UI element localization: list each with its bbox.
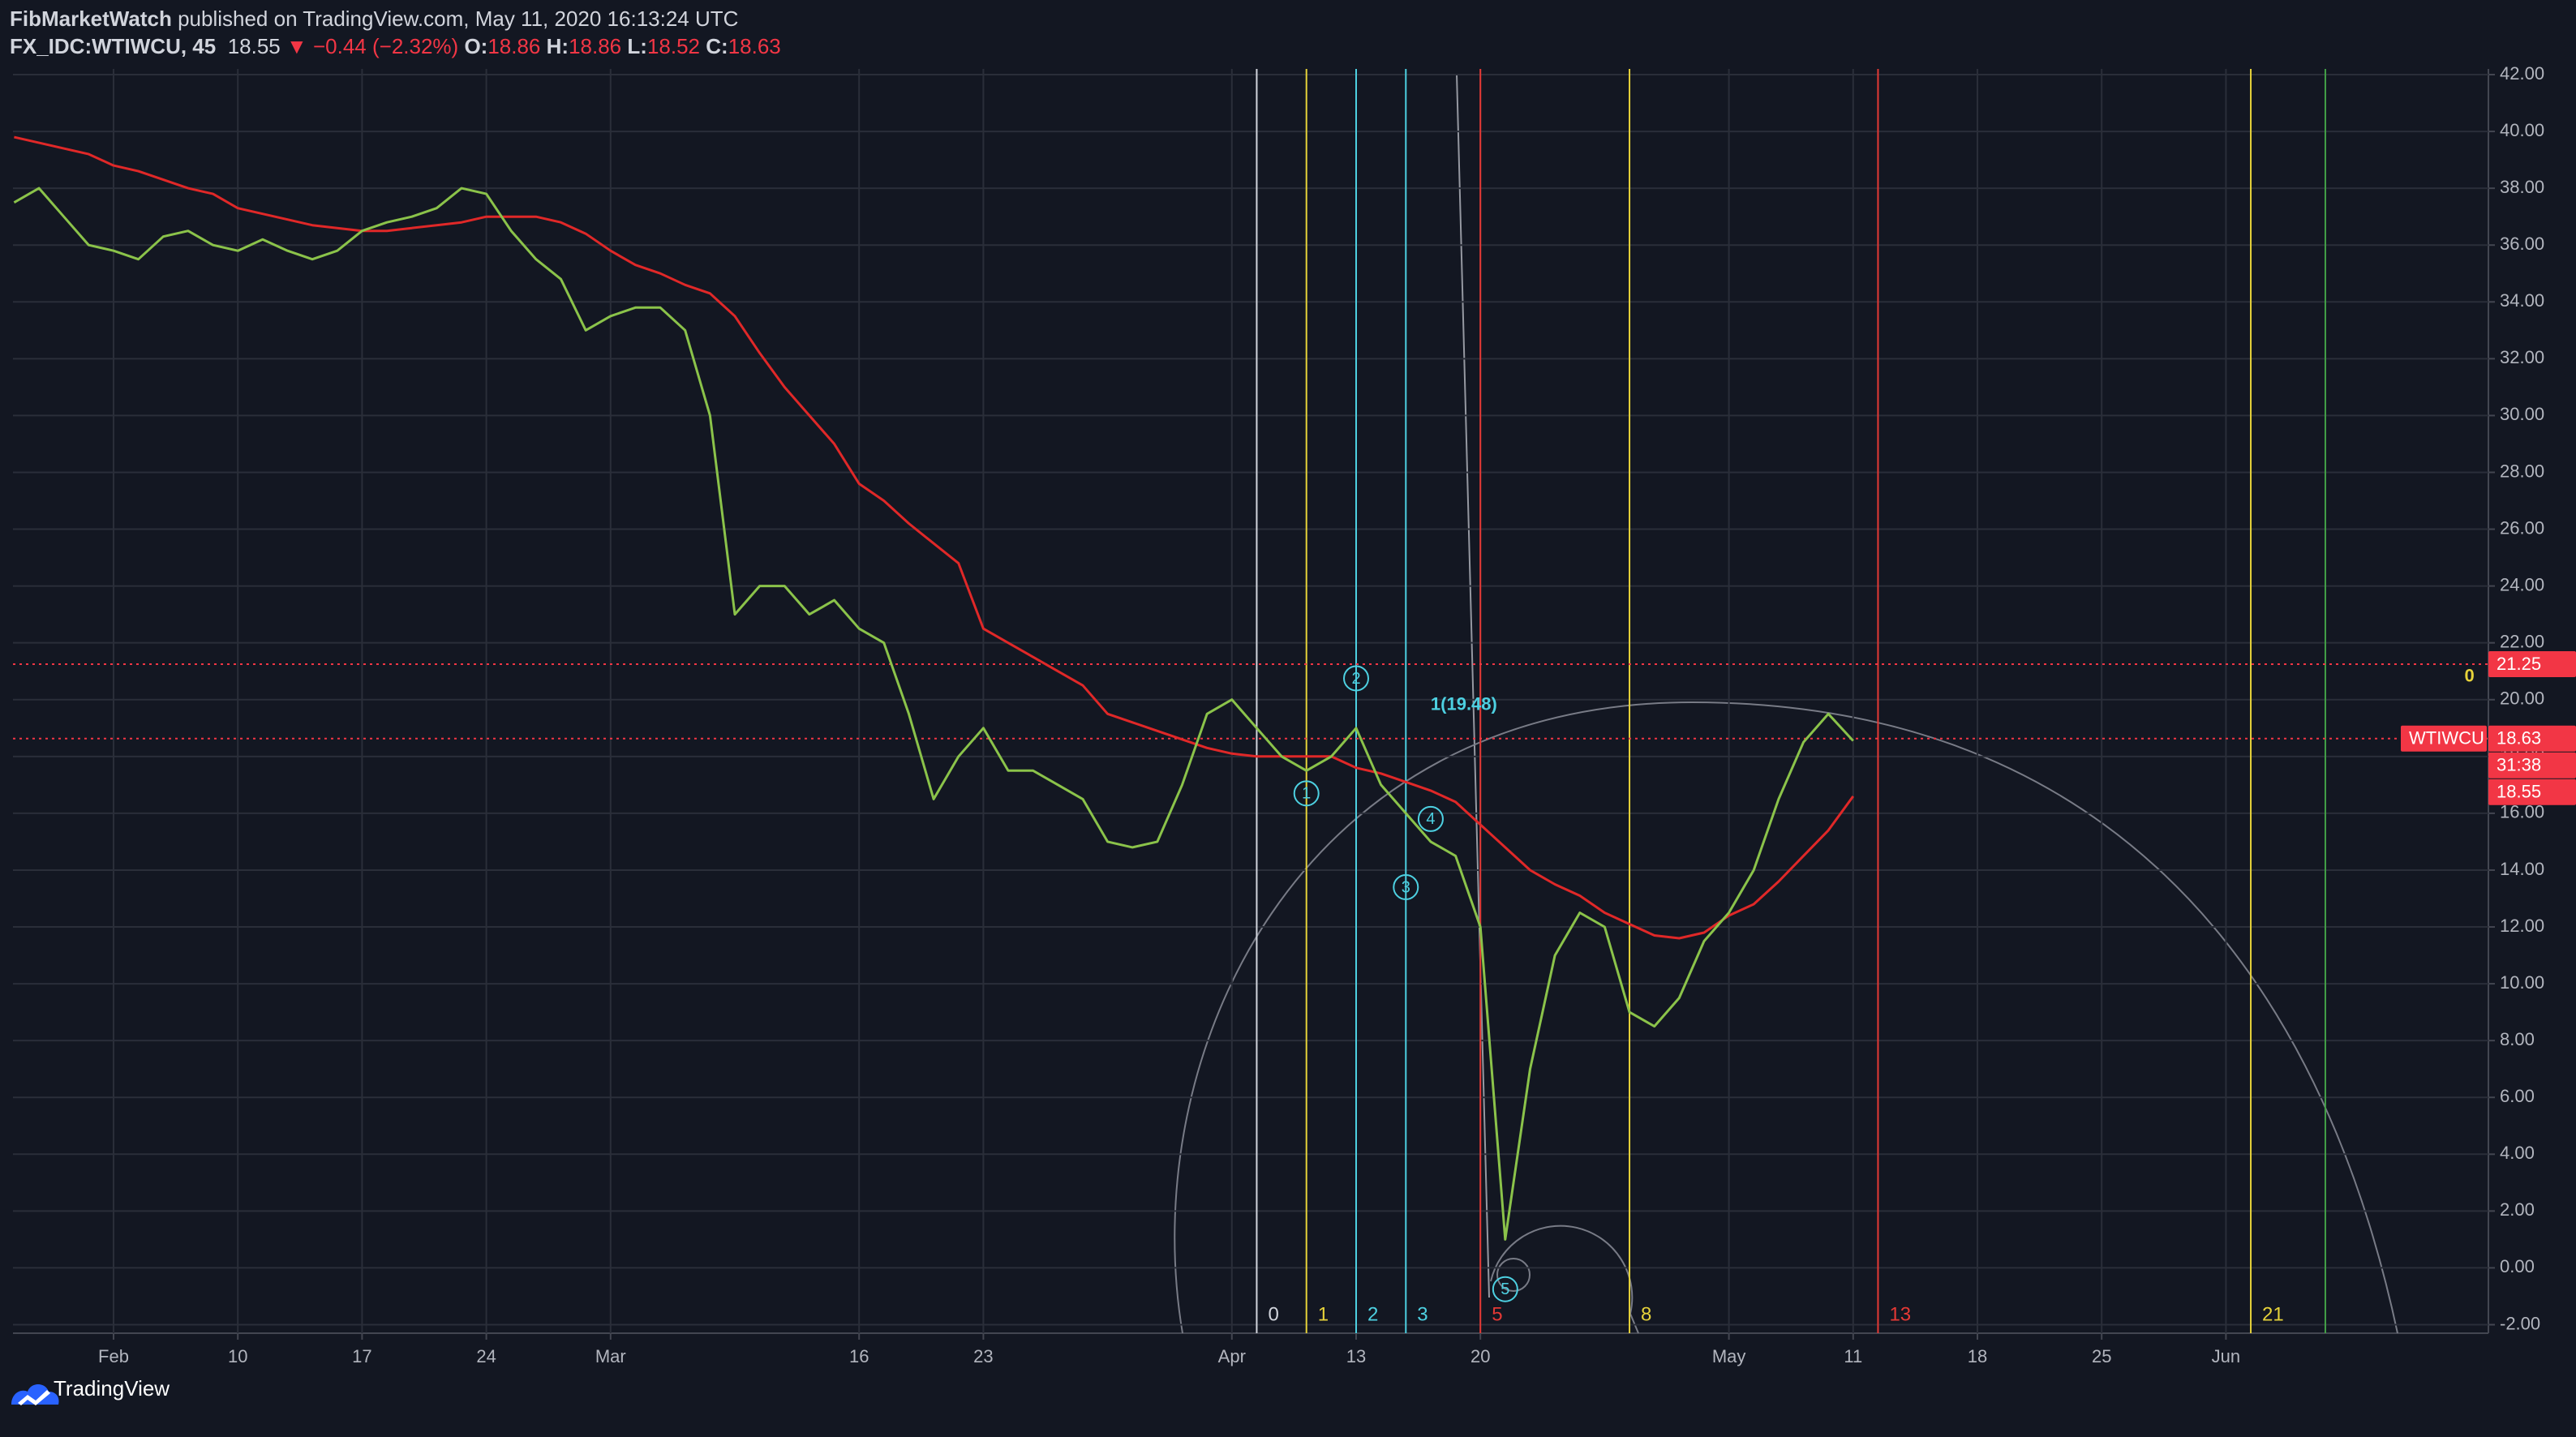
- y-tick-label: 6.00: [2500, 1086, 2535, 1106]
- price-tag-box: [2488, 650, 2576, 677]
- y-tick-label: -2.00: [2500, 1313, 2540, 1333]
- y-tick-label: 10.00: [2500, 972, 2544, 993]
- x-tick-label: 23: [973, 1346, 993, 1366]
- wave-marker: [1492, 1276, 1518, 1302]
- price-tag: 21.25: [2497, 654, 2541, 674]
- close-tag: 18.55: [2497, 782, 2541, 802]
- symbol-tag-box: [2401, 725, 2487, 752]
- ohlc-value: 18.52: [646, 34, 701, 58]
- fib-time-label: 3: [1417, 1303, 1428, 1325]
- y-tick-label: 40.00: [2500, 120, 2544, 140]
- ohlc-value: 18.63: [728, 34, 781, 58]
- y-tick-label: 22.00: [2500, 631, 2544, 651]
- wave-label: 3: [1402, 878, 1410, 896]
- wave-marker: [1343, 665, 1369, 692]
- x-tick-label: 17: [352, 1346, 371, 1366]
- trend-line: [1456, 73, 1490, 1298]
- annotation: 1(19.48): [1431, 694, 1497, 714]
- ohlc-label: H:: [546, 34, 569, 58]
- y-tick-label: 16.00: [2500, 802, 2544, 822]
- x-tick-label: 16: [849, 1346, 869, 1366]
- y-tick-label: 30.00: [2500, 404, 2544, 424]
- y-tick-label: 28.00: [2500, 461, 2544, 481]
- down-arrow: ▼: [286, 34, 307, 58]
- logo-line: [18, 1390, 50, 1405]
- wave-label: 2: [1351, 670, 1360, 688]
- series-line: [14, 135, 1855, 940]
- wave-label: 4: [1426, 810, 1435, 828]
- countdown-tag: 31:38: [2497, 755, 2541, 775]
- last-price-tag-box: [2488, 725, 2576, 752]
- y-tick-label: 0.00: [2500, 1256, 2535, 1276]
- fib-time-label: 8: [1641, 1303, 1651, 1325]
- x-tick-label: Apr: [1218, 1346, 1246, 1366]
- fib-spiral-inner: [1496, 1258, 1531, 1292]
- wave-marker: [1417, 805, 1444, 832]
- published: published on TradingView.com, May 11, 20…: [178, 6, 739, 31]
- ohlc-value: 18.86: [487, 34, 541, 58]
- logo: [11, 1384, 59, 1405]
- ohlc: O:18.86 H:18.86 L:18.52 C:18.63: [464, 34, 780, 58]
- ohlc-label: L:: [627, 34, 647, 58]
- y-tick-label: 14.00: [2500, 859, 2544, 879]
- fib-time-label: 0: [1268, 1303, 1278, 1325]
- ohlc-value: 18.86: [569, 34, 622, 58]
- fib-time-label: 21: [2262, 1303, 2284, 1325]
- fib-time-label: 5: [1492, 1303, 1502, 1325]
- x-tick-label: 13: [1346, 1346, 1366, 1366]
- fib-time-label: 1: [1318, 1303, 1329, 1325]
- ohlc-label: O:: [464, 34, 488, 58]
- last-price-tag: 18.63: [2497, 728, 2541, 749]
- fib-time-label: 13: [1889, 1303, 1911, 1325]
- fib-spiral: [1490, 1225, 1639, 1334]
- close-tag-box: [2488, 779, 2576, 805]
- symbol: FX_IDC:WTIWCU, 45: [10, 34, 217, 58]
- series-line: [13, 187, 1854, 1241]
- annotation: 0: [2465, 666, 2475, 686]
- y-tick-label: 34.00: [2500, 290, 2544, 311]
- x-tick-label: 24: [476, 1346, 496, 1366]
- y-tick-label: 4.00: [2500, 1143, 2535, 1163]
- y-tick-label: 36.00: [2500, 234, 2544, 254]
- x-tick-label: 11: [1844, 1346, 1862, 1366]
- author: FibMarketWatch: [10, 6, 172, 31]
- fib-time-label: 2: [1367, 1303, 1378, 1325]
- fib-arc: [1174, 701, 2398, 1334]
- y-tick-label: 8.00: [2500, 1029, 2535, 1049]
- header-line-1: FibMarketWatch published on TradingView.…: [10, 6, 738, 32]
- wave-label: 1: [1302, 785, 1311, 803]
- x-tick-label: 10: [228, 1346, 247, 1366]
- y-tick-label: 42.00: [2500, 63, 2544, 84]
- wave-label: 5: [1501, 1280, 1509, 1298]
- x-tick-label: Mar: [595, 1346, 626, 1366]
- y-tick-label: 2.00: [2500, 1199, 2535, 1220]
- x-tick-label: 18: [1968, 1346, 1987, 1366]
- x-tick-label: 20: [1470, 1346, 1490, 1366]
- plot: [13, 69, 2488, 1333]
- x-tick-label: Feb: [98, 1346, 129, 1366]
- last-price: 18.55: [227, 34, 281, 58]
- y-tick-label: 12.00: [2500, 916, 2544, 936]
- footer-brand: TradingView: [54, 1376, 170, 1401]
- y-tick-label: 20.00: [2500, 688, 2544, 709]
- y-tick-label: 26.00: [2500, 517, 2544, 538]
- y-tick-label: 24.00: [2500, 574, 2544, 594]
- y-tick-label: 38.00: [2500, 177, 2544, 197]
- x-tick-label: May: [1712, 1346, 1746, 1366]
- ohlc-label: C:: [706, 34, 728, 58]
- header-line-2: FX_IDC:WTIWCU, 45 18.55 ▼ −0.44 (−2.32%)…: [10, 34, 781, 59]
- wave-marker: [1293, 780, 1320, 807]
- wave-marker: [1393, 873, 1419, 900]
- countdown-tag-box: [2488, 752, 2576, 779]
- x-tick-label: Jun: [2212, 1346, 2240, 1366]
- y-tick-label: 32.00: [2500, 347, 2544, 367]
- x-tick-label: 25: [2092, 1346, 2111, 1366]
- symbol-tag: WTIWCU: [2409, 728, 2484, 749]
- change: −0.44 (−2.32%): [312, 34, 459, 58]
